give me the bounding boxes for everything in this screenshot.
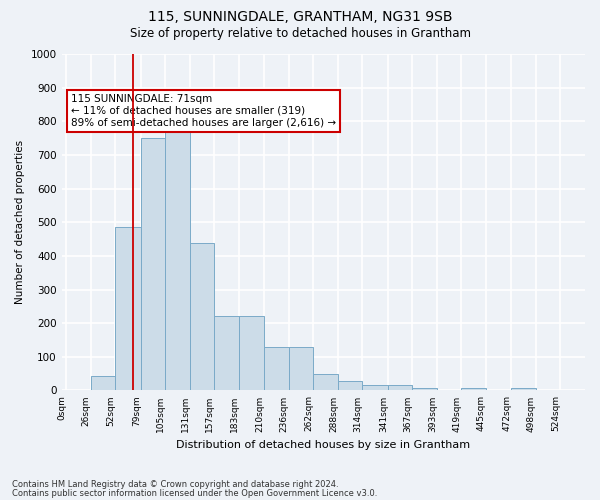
- Bar: [265, 346, 289, 391]
- Bar: [239, 316, 265, 390]
- Text: 115 SUNNINGDALE: 71sqm
← 11% of detached houses are smaller (319)
89% of semi-de: 115 SUNNINGDALE: 71sqm ← 11% of detached…: [71, 94, 336, 128]
- Bar: [412, 388, 437, 390]
- Text: Contains public sector information licensed under the Open Government Licence v3: Contains public sector information licen…: [12, 489, 377, 498]
- Text: Size of property relative to detached houses in Grantham: Size of property relative to detached ho…: [130, 28, 470, 40]
- Bar: [165, 123, 190, 390]
- Bar: [388, 386, 412, 390]
- Bar: [338, 381, 362, 390]
- Text: Contains HM Land Registry data © Crown copyright and database right 2024.: Contains HM Land Registry data © Crown c…: [12, 480, 338, 489]
- Bar: [289, 346, 313, 391]
- Bar: [511, 388, 536, 390]
- Bar: [461, 388, 486, 390]
- X-axis label: Distribution of detached houses by size in Grantham: Distribution of detached houses by size …: [176, 440, 470, 450]
- Bar: [141, 138, 165, 390]
- Y-axis label: Number of detached properties: Number of detached properties: [15, 140, 25, 304]
- Bar: [313, 374, 338, 390]
- Bar: [214, 316, 239, 390]
- Bar: [362, 386, 388, 390]
- Bar: [190, 243, 214, 390]
- Bar: [91, 376, 115, 390]
- Text: 115, SUNNINGDALE, GRANTHAM, NG31 9SB: 115, SUNNINGDALE, GRANTHAM, NG31 9SB: [148, 10, 452, 24]
- Bar: [115, 228, 141, 390]
